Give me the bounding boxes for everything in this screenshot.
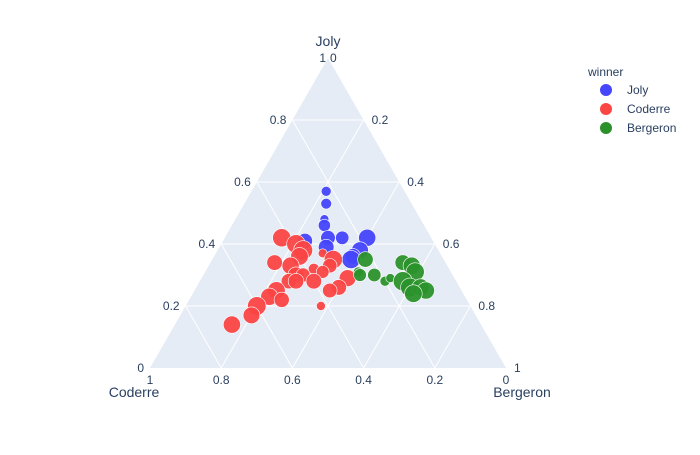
point-coderre[interactable] [316,265,330,279]
legend-item-coderre[interactable]: Coderre [600,102,671,116]
tick-labels: 0.20.40.60.8100.20.40.60.8100.20.40.60.8… [137,51,521,387]
tick-label-bergeron: 0.2 [372,113,389,127]
tick-label-joly: 0 [137,361,144,375]
point-bergeron[interactable] [367,267,382,282]
tick-label-coderre: 1 [147,373,154,387]
legend-label-joly: Joly [627,83,648,97]
legend-marker-bergeron [600,122,612,134]
legend-label-coderre: Coderre [627,102,671,116]
tick-label-joly: 0.2 [163,299,180,313]
data-points[interactable] [222,186,435,334]
gridline-coderre [185,305,222,369]
axis-title-b: Coderre [109,384,160,400]
gridline-bergeron [363,243,436,369]
legend: winner Joly Coderre Bergeron [587,65,676,135]
legend-item-joly[interactable]: Joly [600,83,648,97]
point-coderre[interactable] [222,315,241,334]
point-coderre[interactable] [287,273,305,290]
point-joly[interactable] [320,186,332,197]
point-joly[interactable] [320,198,332,210]
point-joly[interactable] [335,230,350,245]
tick-label-coderre: 0.4 [355,373,372,387]
legend-marker-coderre [600,103,612,115]
tick-label-bergeron: 0.8 [478,299,495,313]
tick-label-joly: 0.8 [270,113,287,127]
tick-label-joly: 0.4 [199,237,216,251]
legend-title: winner [587,65,623,79]
legend-marker-joly [600,84,612,96]
point-bergeron[interactable] [353,268,367,282]
axis-title-a: Joly [316,33,341,49]
tick-label-bergeron: 0.4 [407,175,424,189]
point-coderre[interactable] [316,301,326,311]
legend-label-bergeron: Bergeron [627,121,676,135]
point-bergeron[interactable] [357,251,374,268]
plot-background [150,58,506,368]
axis-title-c: Bergeron [493,384,551,400]
tick-label-coderre: 0.8 [213,373,230,387]
tick-label-bergeron: 0 [330,51,337,65]
tick-label-coderre: 0 [503,373,510,387]
point-coderre[interactable] [242,306,261,324]
tick-label-bergeron: 1 [514,361,521,375]
gridline-bergeron [434,305,471,369]
tick-label-joly: 1 [319,51,326,65]
legend-item-bergeron[interactable]: Bergeron [600,121,676,135]
tick-label-coderre: 0.6 [284,373,301,387]
point-coderre[interactable] [322,282,338,299]
point-coderre[interactable] [273,291,290,308]
plot-area-triangle [150,58,506,368]
point-joly[interactable] [317,218,331,232]
tick-label-bergeron: 0.6 [443,237,460,251]
point-coderre[interactable] [266,254,283,271]
tick-label-joly: 0.6 [234,175,251,189]
tick-label-coderre: 0.2 [426,373,443,387]
point-bergeron[interactable] [404,284,423,303]
point-coderre[interactable] [305,273,322,290]
